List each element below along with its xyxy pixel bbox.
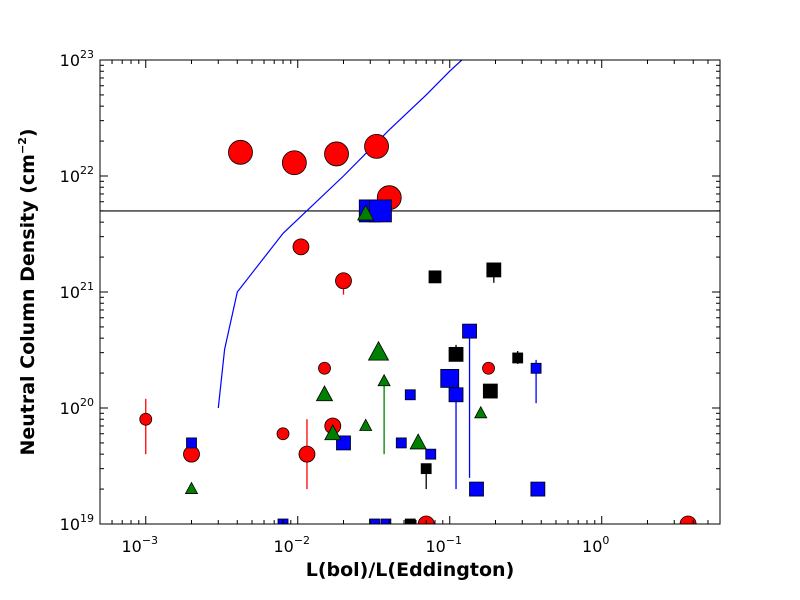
- green-triangle-point: [409, 433, 427, 450]
- y-tick-label: 1019: [60, 512, 94, 534]
- plot-area: [100, 60, 720, 524]
- green-triangle-point: [315, 385, 334, 402]
- axis-ticks: [99, 59, 721, 525]
- x-tick-label: 10−3: [121, 534, 158, 556]
- black-square-point: [404, 518, 416, 524]
- red-circle-point: [679, 515, 697, 524]
- green-triangle-point: [377, 373, 391, 387]
- black-square-point: [482, 383, 498, 399]
- y-tick-labels: 1019 1020 1021 1022 1023: [60, 48, 94, 534]
- blue-square-point: [425, 448, 437, 460]
- blue-square-point: [186, 437, 197, 449]
- red-circle-point: [276, 427, 290, 441]
- blue-square-point: [530, 481, 546, 497]
- red-circle-point: [281, 150, 307, 176]
- y-axis-label-close: ): [17, 128, 39, 137]
- red-circle-point: [292, 238, 310, 256]
- red-circle-point: [335, 272, 352, 290]
- x-tick-label: 10−1: [425, 534, 462, 556]
- red-circle-point: [183, 445, 200, 463]
- red-circle-point: [228, 139, 253, 165]
- x-tick-label: 100: [582, 534, 609, 556]
- red-circle-point: [482, 361, 495, 375]
- y-tick-label: 1020: [60, 396, 94, 418]
- y-axis-label: Neutral Column Density (cm−2): [16, 128, 39, 455]
- y-tick-label: 1021: [60, 280, 94, 302]
- x-tick-labels: 10−3 10−2 10−1 100: [121, 534, 609, 556]
- black-square-point: [420, 463, 432, 475]
- blue-square-point: [448, 387, 464, 403]
- x-tick-label: 10−2: [273, 534, 310, 556]
- green-triangle-point: [359, 418, 373, 431]
- green-triangle-point: [357, 204, 375, 221]
- y-axis-label-main: Neutral Column Density (cm: [17, 154, 39, 456]
- blue-square-point: [469, 481, 484, 497]
- blue-square-point: [462, 323, 477, 339]
- blue-square-point: [395, 437, 407, 449]
- green-triangle-point: [367, 340, 390, 361]
- model-curve: [217, 60, 463, 409]
- red-circle-point: [139, 412, 153, 426]
- blue-square-point: [404, 389, 416, 401]
- red-circle-point: [364, 133, 389, 159]
- black-square-point: [486, 262, 502, 278]
- green-triangle-point: [184, 481, 199, 494]
- y-axis-label-exponent: −2: [16, 137, 29, 154]
- y-tick-label: 1022: [60, 164, 94, 186]
- black-square-point: [448, 346, 464, 362]
- blue-square-point: [369, 518, 380, 524]
- blue-square-point: [380, 518, 392, 524]
- blue-square-point: [440, 368, 460, 388]
- red-circle-point: [298, 445, 316, 463]
- red-circle-point: [324, 141, 349, 167]
- blue-square-point: [530, 362, 542, 374]
- black-square-point: [428, 270, 442, 284]
- green-triangle-point: [324, 424, 342, 441]
- y-tick-label: 1023: [60, 48, 94, 70]
- blue-square-point: [369, 199, 392, 223]
- black-square-point: [512, 352, 524, 364]
- green-triangle-point: [474, 405, 488, 419]
- x-axis-label: L(bol)/L(Eddington): [306, 559, 515, 581]
- red-circle-point: [318, 361, 331, 375]
